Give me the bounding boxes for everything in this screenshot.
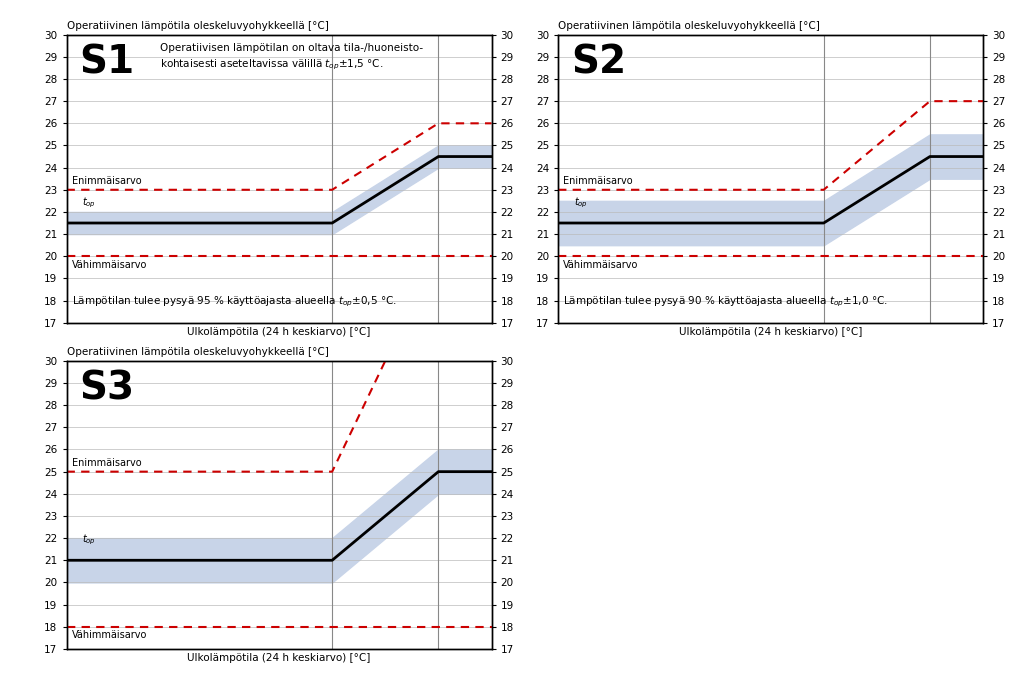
Text: Operatiivisen lämpötilan on oltava tila-/huoneisto-
kohtaisesti aseteltavissa vä: Operatiivisen lämpötilan on oltava tila-… (160, 43, 423, 71)
Text: Vähimmäisarvo: Vähimmäisarvo (72, 630, 147, 640)
X-axis label: Ulkolämpötila (24 h keskiarvo) [°C]: Ulkolämpötila (24 h keskiarvo) [°C] (187, 327, 371, 337)
Text: S1: S1 (79, 43, 134, 81)
Text: $t_{op}$: $t_{op}$ (83, 195, 96, 210)
Text: S2: S2 (570, 43, 626, 81)
X-axis label: Ulkolämpötila (24 h keskiarvo) [°C]: Ulkolämpötila (24 h keskiarvo) [°C] (187, 653, 371, 663)
Text: Vähimmäisarvo: Vähimmäisarvo (72, 260, 147, 269)
Text: Vähimmäisarvo: Vähimmäisarvo (563, 260, 639, 269)
Text: Operatiivinen lämpötila oleskeluvyohykkeellä [°C]: Operatiivinen lämpötila oleskeluvyohykke… (67, 348, 329, 357)
Text: Enimmäisarvo: Enimmäisarvo (563, 176, 633, 187)
Text: Lämpötilan tulee pysyä 90 % käyttöajasta alueella $t_{op}$±1,0 °C.: Lämpötilan tulee pysyä 90 % käyttöajasta… (563, 295, 888, 310)
Text: S3: S3 (79, 369, 134, 407)
X-axis label: Ulkolämpötila (24 h keskiarvo) [°C]: Ulkolämpötila (24 h keskiarvo) [°C] (679, 327, 862, 337)
Text: Operatiivinen lämpötila oleskeluvyohykkeellä [°C]: Operatiivinen lämpötila oleskeluvyohykke… (558, 22, 820, 31)
Text: Enimmäisarvo: Enimmäisarvo (72, 176, 141, 187)
Text: Lämpötilan tulee pysyä 95 % käyttöajasta alueella $t_{op}$±0,5 °C.: Lämpötilan tulee pysyä 95 % käyttöajasta… (72, 295, 396, 310)
Text: $t_{op}$: $t_{op}$ (574, 195, 588, 210)
Text: Operatiivinen lämpötila oleskeluvyohykkeellä [°C]: Operatiivinen lämpötila oleskeluvyohykke… (67, 22, 329, 31)
Text: $t_{op}$: $t_{op}$ (83, 532, 96, 547)
Text: Enimmäisarvo: Enimmäisarvo (72, 458, 141, 468)
